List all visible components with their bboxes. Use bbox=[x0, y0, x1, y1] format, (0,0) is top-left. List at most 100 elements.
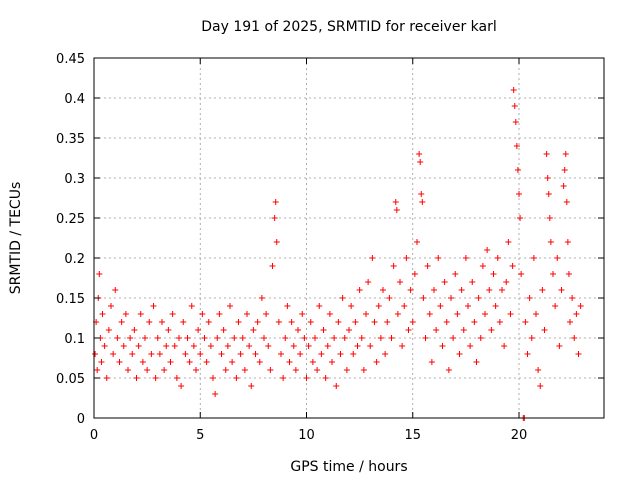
data-point bbox=[320, 327, 327, 333]
data-point bbox=[393, 207, 400, 213]
data-point bbox=[439, 343, 446, 349]
data-point bbox=[292, 367, 299, 373]
data-point bbox=[420, 295, 427, 301]
x-tick-label: 20 bbox=[511, 428, 528, 443]
y-tick-label: 0.35 bbox=[56, 132, 85, 147]
data-point bbox=[288, 319, 295, 325]
data-point bbox=[371, 319, 378, 325]
data-point bbox=[261, 335, 267, 341]
data-point bbox=[350, 351, 357, 357]
data-point bbox=[486, 287, 493, 293]
data-point bbox=[220, 327, 227, 333]
data-point bbox=[324, 343, 331, 349]
data-point bbox=[241, 367, 248, 373]
data-point bbox=[96, 271, 103, 277]
data-point bbox=[282, 335, 289, 341]
y-axis-label: SRMTID / TECUs bbox=[8, 182, 24, 295]
data-point bbox=[563, 199, 570, 205]
data-point bbox=[431, 287, 437, 293]
data-point bbox=[190, 343, 197, 349]
data-point bbox=[112, 287, 119, 293]
data-point bbox=[435, 255, 442, 261]
data-point bbox=[528, 335, 535, 341]
data-point bbox=[235, 319, 242, 325]
data-point bbox=[512, 119, 519, 125]
data-point bbox=[150, 303, 157, 309]
y-tick-label: 0.1 bbox=[64, 332, 85, 347]
data-point bbox=[133, 375, 140, 381]
data-point bbox=[252, 351, 259, 357]
data-point bbox=[428, 359, 435, 365]
data-point bbox=[356, 287, 363, 293]
data-point bbox=[94, 367, 101, 373]
data-point bbox=[275, 319, 282, 325]
data-point bbox=[199, 311, 206, 317]
data-point bbox=[114, 335, 121, 341]
data-point bbox=[409, 319, 416, 325]
x-tick-label: 10 bbox=[298, 428, 315, 443]
data-point bbox=[144, 367, 151, 373]
y-tick-label: 0.15 bbox=[56, 292, 85, 307]
data-point bbox=[129, 351, 136, 357]
data-point bbox=[503, 279, 510, 285]
x-axis-label: GPS time / hours bbox=[290, 459, 407, 475]
data-point bbox=[343, 367, 350, 373]
data-point bbox=[513, 143, 520, 149]
y-tick-label: 0.2 bbox=[64, 252, 85, 267]
data-point bbox=[309, 359, 316, 365]
data-point bbox=[99, 311, 106, 317]
data-point bbox=[535, 367, 542, 373]
data-point bbox=[161, 367, 168, 373]
data-point bbox=[450, 335, 457, 341]
data-point bbox=[403, 255, 410, 261]
data-point bbox=[448, 295, 454, 301]
data-point bbox=[452, 271, 459, 277]
data-point bbox=[550, 271, 556, 277]
data-point bbox=[305, 343, 312, 349]
data-point bbox=[547, 239, 554, 245]
data-point bbox=[482, 311, 488, 317]
data-point bbox=[394, 311, 401, 317]
data-point bbox=[524, 351, 531, 357]
data-point bbox=[335, 319, 342, 325]
data-point bbox=[333, 383, 340, 389]
data-point bbox=[514, 167, 521, 173]
data-point bbox=[522, 319, 529, 325]
axis-ticks: 0 5 10 15 20 0 0.05 0.1 0.15 0.2 0.25 0.3 0.35 0.4 0.4… bbox=[56, 52, 604, 443]
data-point bbox=[545, 191, 552, 197]
data-point bbox=[411, 271, 418, 277]
data-point bbox=[360, 367, 367, 373]
data-point bbox=[307, 319, 314, 325]
data-point bbox=[205, 319, 212, 325]
data-point bbox=[382, 351, 389, 357]
data-point bbox=[326, 311, 333, 317]
data-point bbox=[437, 303, 444, 309]
plot-frame bbox=[93, 57, 605, 419]
data-point bbox=[462, 255, 469, 261]
data-point bbox=[176, 335, 182, 341]
data-point bbox=[505, 239, 512, 245]
data-point bbox=[254, 319, 261, 325]
data-point bbox=[131, 327, 138, 333]
data-point bbox=[207, 343, 214, 349]
data-point bbox=[169, 311, 176, 317]
data-point bbox=[488, 327, 495, 333]
data-point bbox=[510, 87, 517, 93]
data-point bbox=[127, 335, 134, 341]
data-point bbox=[392, 199, 399, 205]
data-point bbox=[227, 303, 233, 309]
data-point bbox=[244, 311, 250, 317]
x-tick-label: 0 bbox=[90, 428, 98, 443]
data-point bbox=[469, 279, 476, 285]
data-point bbox=[152, 375, 159, 381]
data-point bbox=[346, 327, 352, 333]
data-point bbox=[562, 151, 569, 157]
data-point bbox=[484, 247, 491, 253]
data-point bbox=[518, 271, 525, 277]
data-point bbox=[539, 287, 546, 293]
data-point bbox=[125, 367, 131, 373]
data-point bbox=[416, 151, 423, 157]
data-point bbox=[118, 319, 125, 325]
data-point bbox=[397, 279, 403, 285]
